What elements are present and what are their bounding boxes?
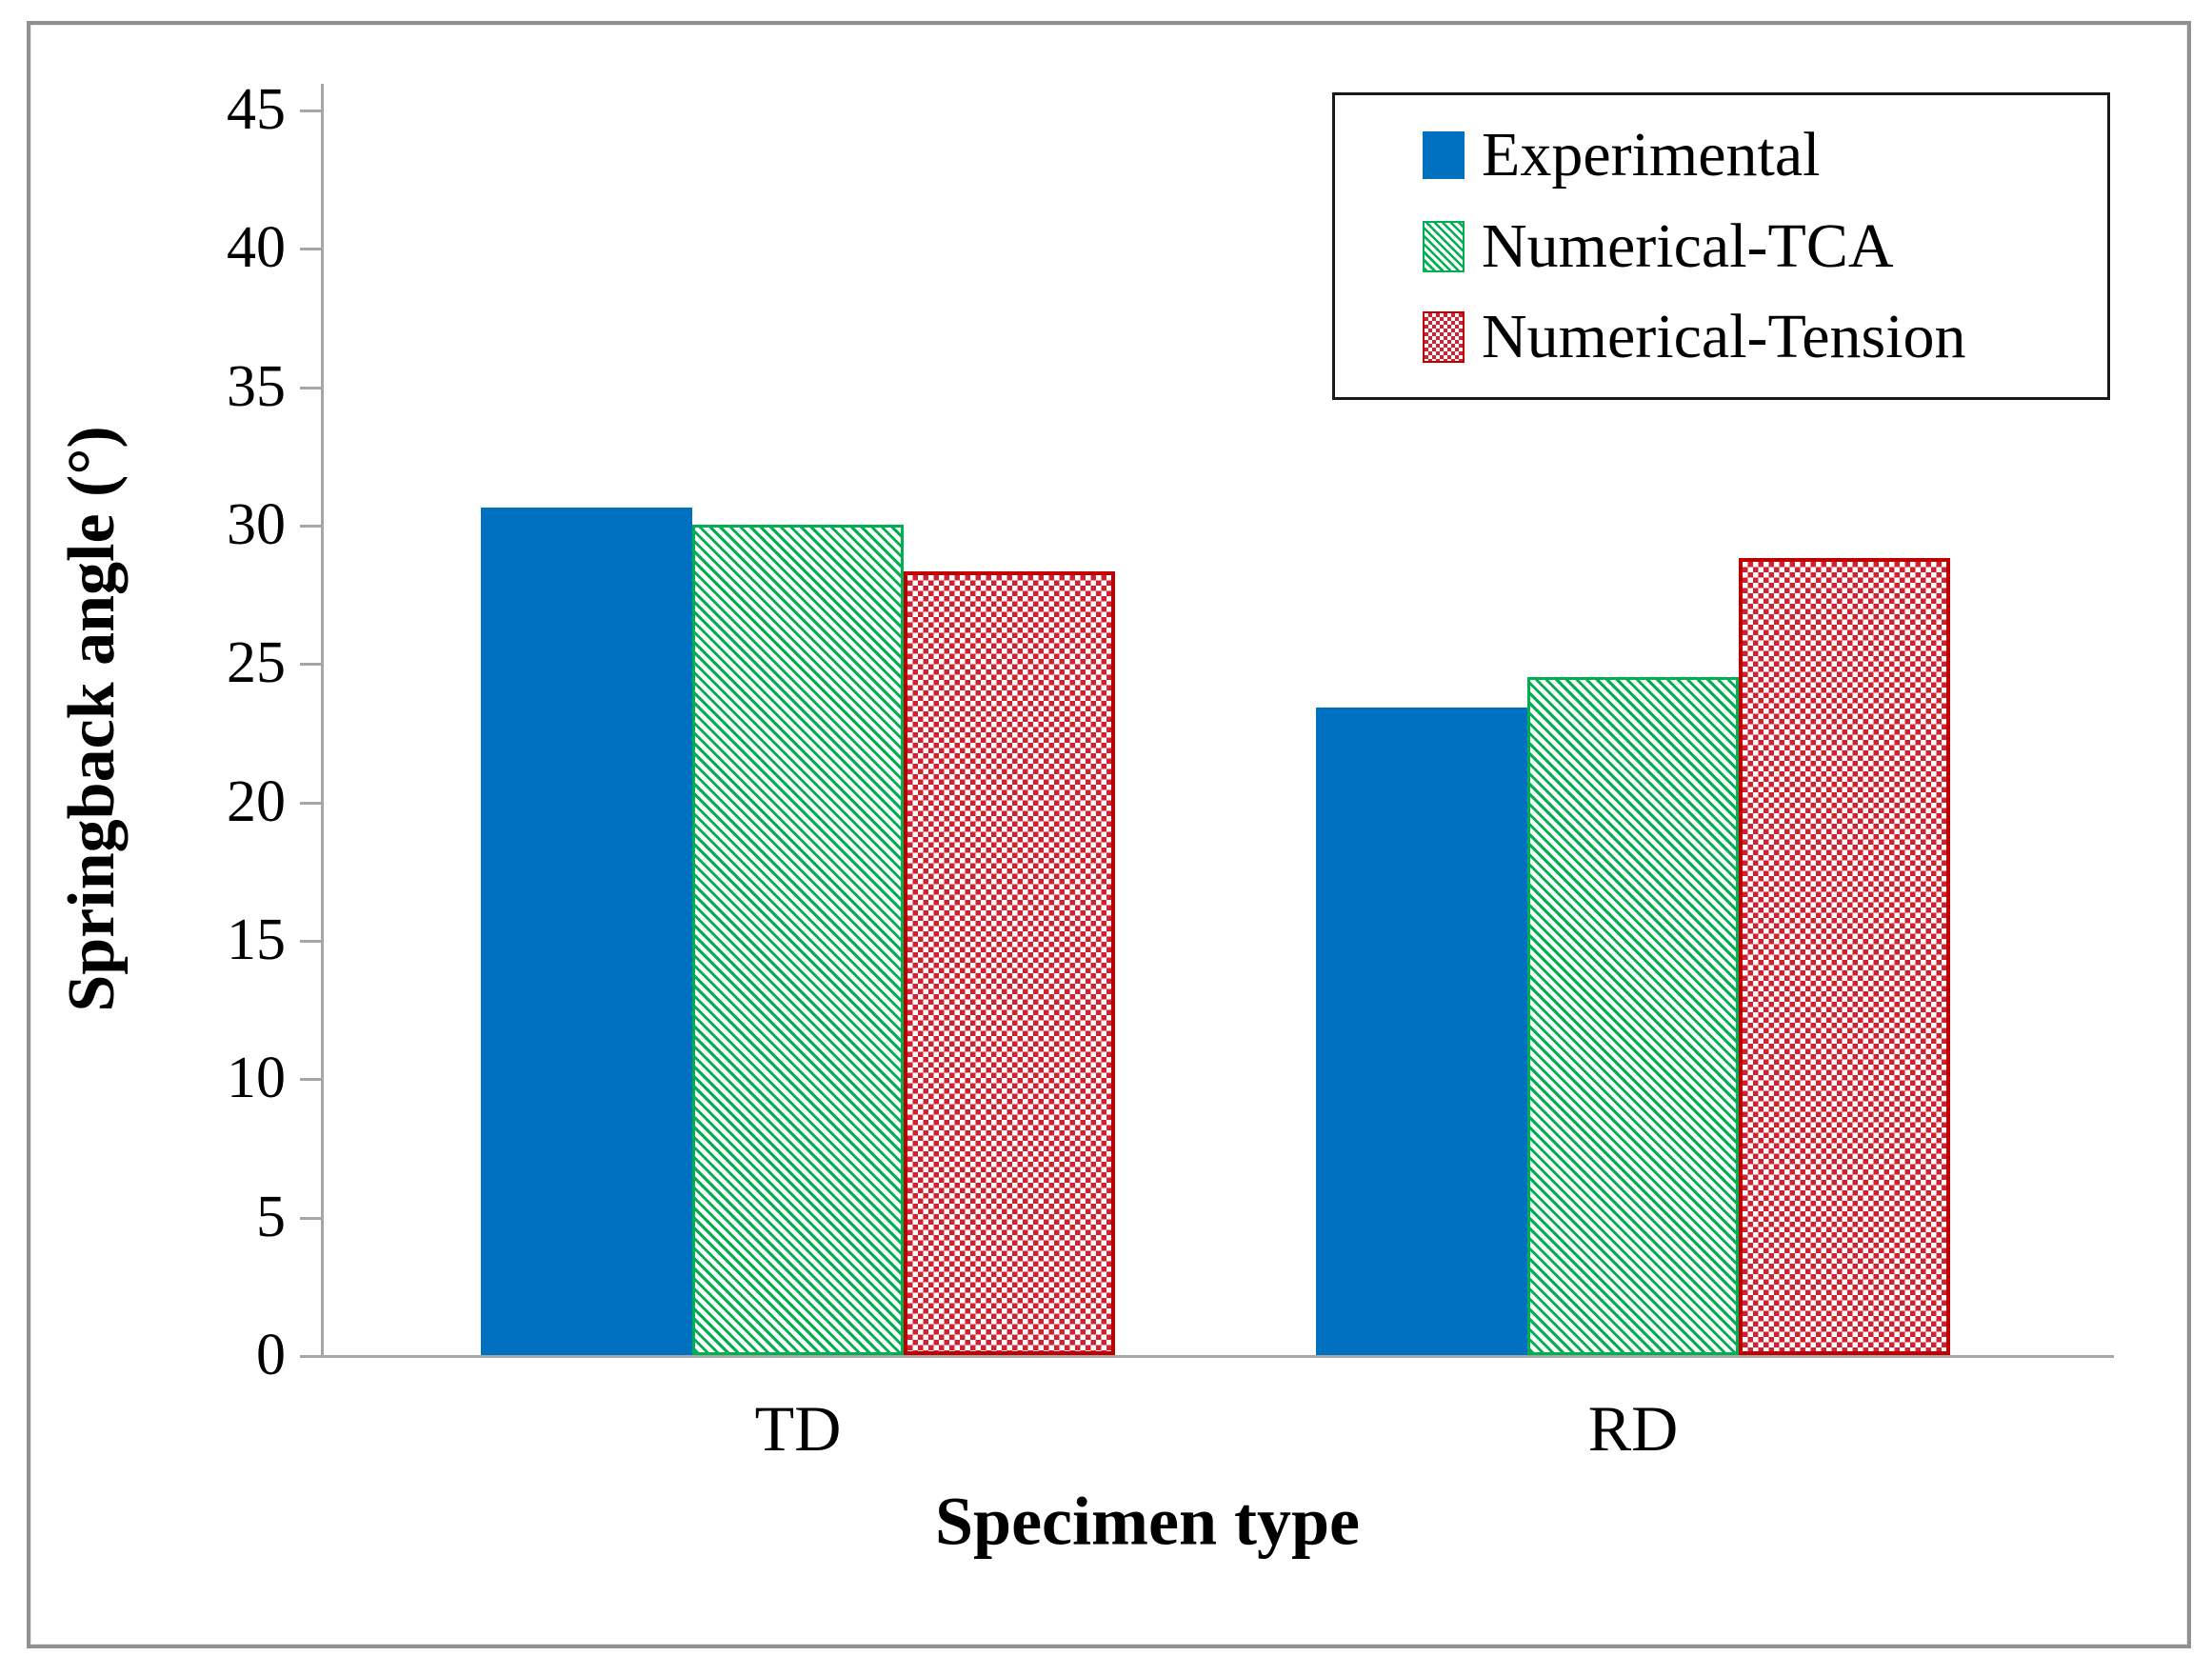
bar-rd-experimental	[1316, 708, 1527, 1355]
legend-swatch-solid-icon	[1423, 130, 1465, 179]
bar-td-numerical-tension	[904, 571, 1115, 1355]
y-tick-label: 20	[227, 768, 286, 834]
legend-items: Experimental Numerical-TCA Numerical-Tensi…	[1335, 95, 2107, 397]
legend-label: Numerical-TCA	[1482, 210, 1894, 281]
legend-item-experimental: Experimental	[1423, 119, 2107, 190]
y-tick-mark	[300, 663, 321, 667]
x-axis-title: Specimen type	[935, 1483, 1360, 1560]
legend: Experimental Numerical-TCA Numerical-Tensi…	[1332, 92, 2110, 400]
y-tick-mark	[300, 1078, 321, 1082]
y-tick-mark	[300, 1216, 321, 1220]
y-tick-label: 30	[227, 491, 286, 557]
y-tick-label: 45	[227, 76, 286, 142]
bar-rd-numerical-tca	[1527, 677, 1739, 1355]
legend-swatch-diagonal-hatch-icon	[1423, 220, 1465, 272]
legend-swatch-checker-icon	[1423, 311, 1465, 364]
y-tick-label: 40	[227, 214, 286, 280]
y-tick-label: 10	[227, 1046, 286, 1111]
y-tick-label: 25	[227, 630, 286, 696]
legend-label: Experimental	[1482, 119, 1821, 190]
y-tick-label: 15	[227, 907, 286, 972]
y-tick-mark	[300, 939, 321, 943]
bar-rd-numerical-tension	[1739, 558, 1950, 1355]
y-tick-mark	[300, 801, 321, 805]
y-tick-label: 5	[256, 1184, 286, 1249]
x-axis-line	[301, 1355, 2114, 1358]
y-tick-mark	[300, 109, 321, 112]
bar-td-experimental	[481, 508, 692, 1355]
y-tick-mark	[300, 386, 321, 389]
y-tick-mark	[300, 524, 321, 528]
y-tick-label: 0	[256, 1322, 286, 1387]
x-category-label-td: TD	[754, 1392, 842, 1465]
y-tick-mark	[300, 248, 321, 251]
y-axis-line	[321, 84, 324, 1358]
y-tick-label: 35	[227, 353, 286, 419]
legend-item-numerical-tension: Numerical-Tension	[1423, 306, 2107, 369]
bar-td-numerical-tca	[692, 525, 904, 1355]
legend-item-numerical-tca: Numerical-TCA	[1423, 210, 2107, 281]
legend-label: Numerical-Tension	[1482, 302, 1966, 372]
x-category-label-rd: RD	[1587, 1392, 1679, 1465]
